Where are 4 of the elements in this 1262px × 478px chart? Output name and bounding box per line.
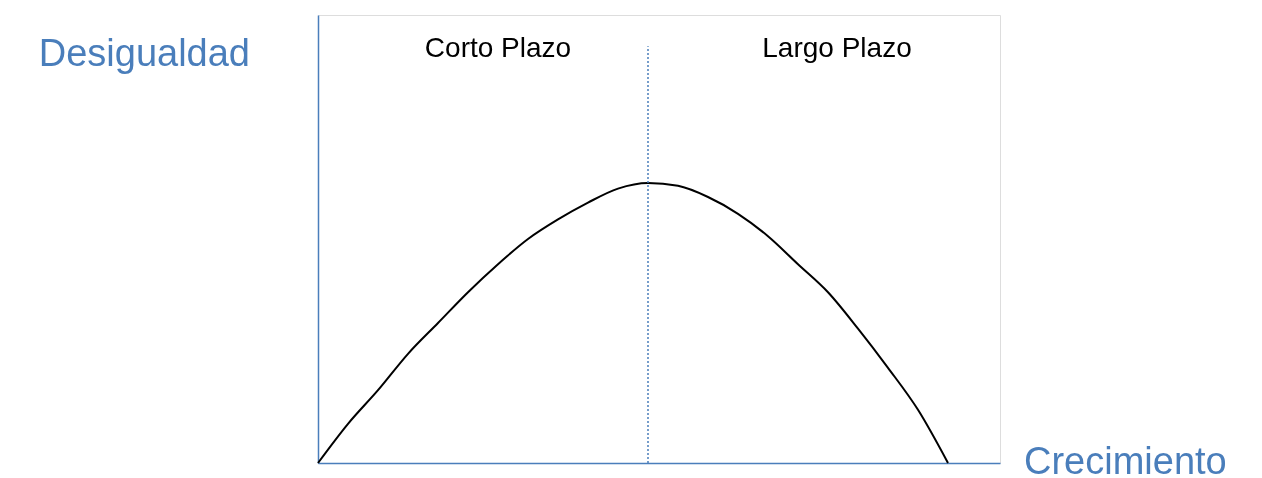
x-axis-title: Crecimiento (1024, 440, 1227, 478)
text: Largo Plazo (762, 31, 912, 63)
y-axis-title: Desigualdad (38, 32, 250, 74)
text: Corto Plazo (424, 31, 572, 63)
